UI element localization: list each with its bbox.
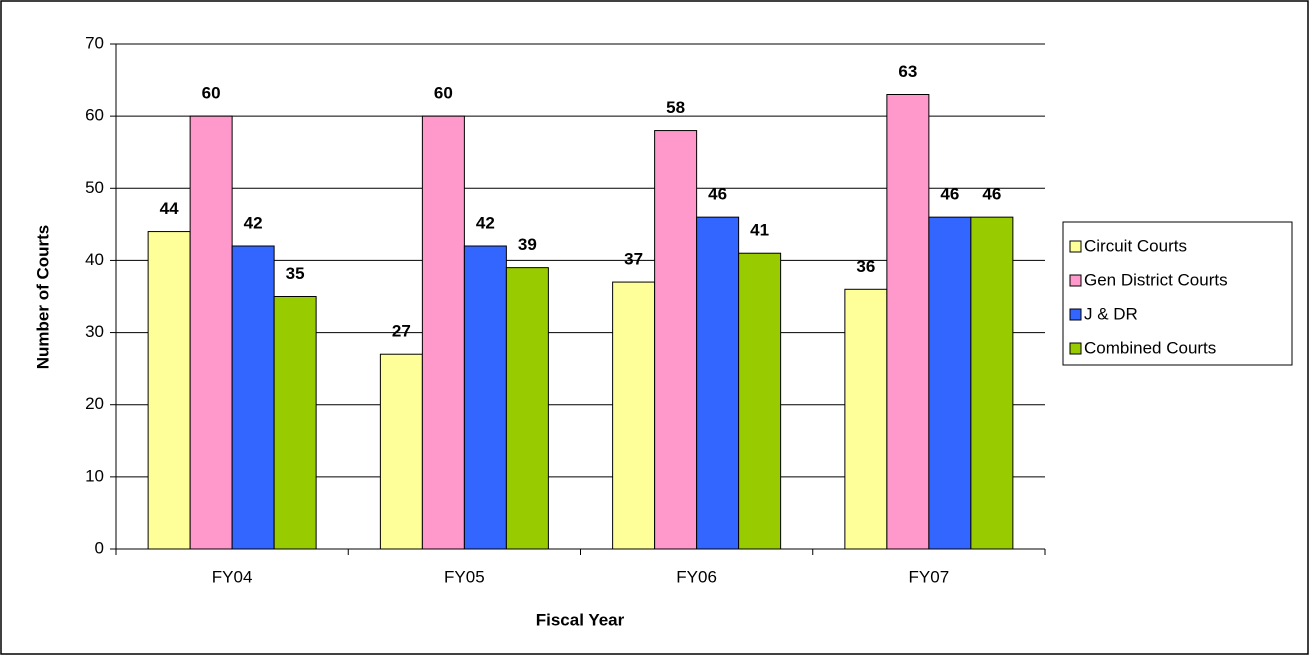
legend-swatch bbox=[1069, 240, 1082, 253]
bar bbox=[738, 252, 782, 550]
data-label: 42 bbox=[244, 213, 263, 232]
x-tick-label: FY07 bbox=[909, 567, 950, 586]
bar bbox=[147, 231, 191, 550]
bar bbox=[505, 267, 549, 550]
data-label: 37 bbox=[624, 250, 643, 269]
legend-box bbox=[1062, 221, 1293, 366]
bar bbox=[189, 115, 233, 550]
legend-swatch bbox=[1069, 274, 1082, 287]
data-label: 46 bbox=[708, 185, 727, 204]
bar bbox=[886, 94, 930, 550]
legend-label: J & DR bbox=[1084, 304, 1138, 323]
y-tick-label: 40 bbox=[85, 250, 104, 269]
data-label: 35 bbox=[286, 264, 305, 283]
y-tick-label: 30 bbox=[85, 322, 104, 341]
bar bbox=[844, 288, 888, 550]
y-tick-label: 60 bbox=[85, 106, 104, 125]
y-tick-label: 70 bbox=[85, 33, 104, 52]
data-label: 46 bbox=[940, 185, 959, 204]
data-label: 60 bbox=[202, 84, 221, 103]
data-label: 63 bbox=[898, 62, 917, 81]
data-label: 42 bbox=[476, 213, 495, 232]
x-axis-title: Fiscal Year bbox=[536, 610, 625, 629]
bar bbox=[612, 281, 656, 550]
y-tick-label: 20 bbox=[85, 394, 104, 413]
y-tick-label: 10 bbox=[85, 466, 104, 485]
bar bbox=[654, 130, 698, 550]
data-label: 46 bbox=[982, 185, 1001, 204]
bar bbox=[421, 115, 465, 550]
data-label: 41 bbox=[750, 221, 769, 240]
legend-label: Combined Courts bbox=[1084, 338, 1216, 357]
x-tick-label: FY05 bbox=[444, 567, 485, 586]
bar bbox=[273, 296, 317, 550]
y-axis-title: Number of Courts bbox=[33, 225, 52, 370]
data-label: 44 bbox=[160, 199, 179, 218]
data-label: 36 bbox=[856, 257, 875, 276]
bar bbox=[379, 353, 423, 550]
bar bbox=[231, 245, 275, 550]
legend-label: Gen District Courts bbox=[1084, 270, 1228, 289]
data-label: 60 bbox=[434, 84, 453, 103]
data-label: 58 bbox=[666, 98, 685, 117]
y-tick-label: 50 bbox=[85, 178, 104, 197]
legend-swatch bbox=[1069, 342, 1082, 355]
bar bbox=[463, 245, 507, 550]
data-label: 39 bbox=[518, 235, 537, 254]
bar bbox=[970, 216, 1014, 550]
x-tick-label: FY06 bbox=[676, 567, 717, 586]
data-label: 27 bbox=[392, 322, 411, 341]
legend-label: Circuit Courts bbox=[1084, 236, 1187, 255]
y-tick-label: 0 bbox=[95, 538, 104, 557]
bar bbox=[928, 216, 972, 550]
bar bbox=[696, 216, 740, 550]
legend-swatch bbox=[1069, 308, 1082, 321]
x-tick-label: FY04 bbox=[212, 567, 253, 586]
